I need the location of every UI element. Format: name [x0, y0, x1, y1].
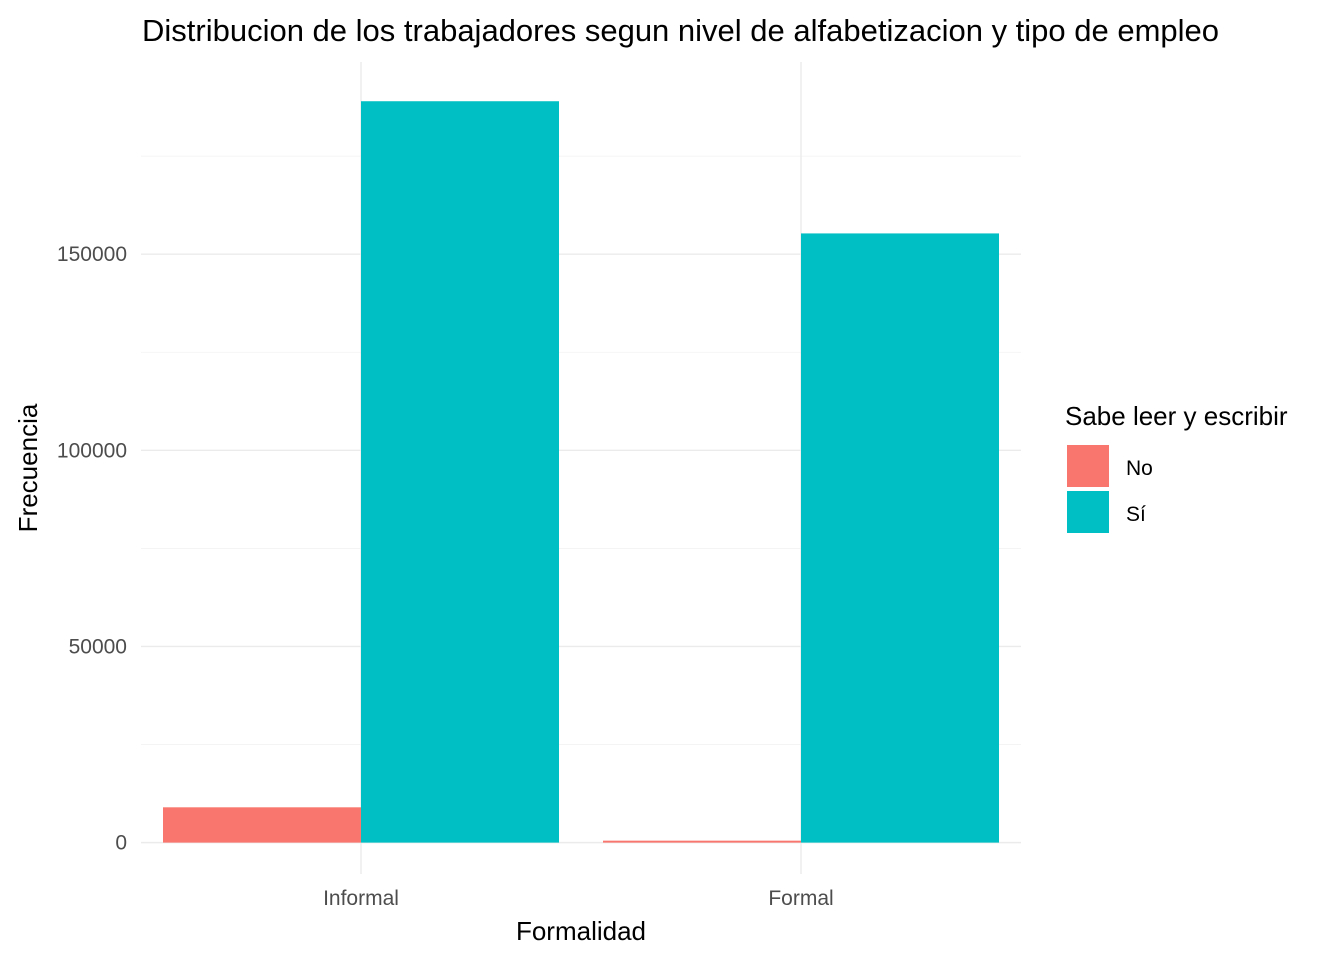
y-tick-label: 0 [115, 832, 127, 855]
legend-title: Sabe leer y escribir [1065, 401, 1288, 431]
bar-formal-no [603, 840, 801, 843]
bar-informal-no [163, 807, 361, 843]
bar-informal-si [361, 101, 559, 843]
bars [163, 101, 999, 843]
x-tick-label: Informal [323, 887, 399, 910]
bar-formal-si [801, 233, 999, 843]
x-tick-label: Formal [768, 887, 833, 910]
x-axis-ticks: Informal Formal [323, 887, 834, 910]
legend-key-no [1067, 445, 1109, 487]
y-tick-label: 150000 [57, 243, 127, 266]
y-axis-title: Frecuencia [13, 403, 43, 532]
y-tick-label: 100000 [57, 439, 127, 462]
legend: Sabe leer y escribir No Sí [1065, 401, 1288, 533]
chart-title: Distribucion de los trabajadores segun n… [142, 13, 1219, 48]
y-tick-label: 50000 [69, 635, 127, 658]
y-axis-ticks: 0 50000 100000 150000 [57, 243, 127, 854]
x-axis-title: Formalidad [516, 916, 646, 946]
legend-label-no: No [1126, 457, 1153, 480]
legend-key-si [1067, 491, 1109, 533]
legend-label-si: Sí [1126, 503, 1146, 526]
